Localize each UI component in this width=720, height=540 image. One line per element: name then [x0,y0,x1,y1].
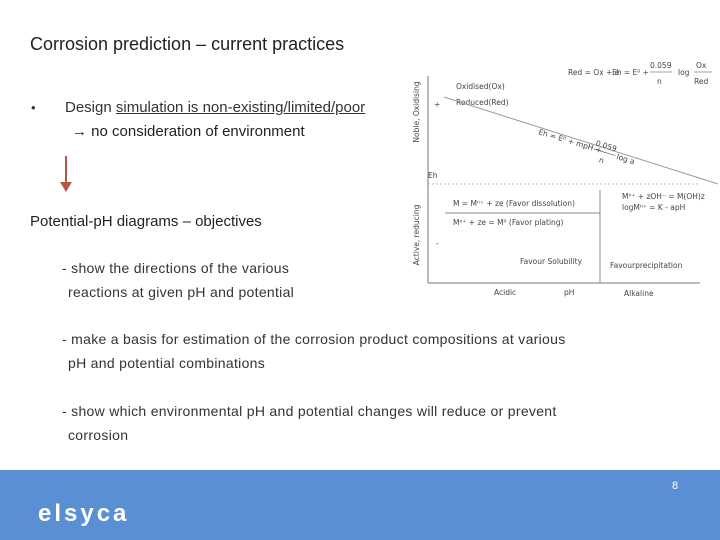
bullet-consequence: → no consideration of environment [72,123,305,140]
bullet-marker: • [31,100,36,115]
fraction-line [593,148,616,156]
slope-equation: Eh = E⁰ + mpH + 0.059 n log a [537,127,636,166]
favour-solubility: Favour Solubility [520,257,583,266]
footer-logo: elsyca [38,500,130,527]
nernst-log: log [678,68,690,77]
acidic-label: Acidic [494,288,516,297]
hydroxide-eq: Mⁿ⁺ + zOH⁻ = M(OH)z [622,192,705,201]
ph-label: pH [564,288,574,297]
bullet-text: Design simulation is non-existing/limite… [65,99,365,116]
arrow-head [60,182,72,192]
favour-precipitation: Favourprecipitation [610,261,683,270]
objective-line: - show the directions of the various [62,260,290,276]
section-heading: Potential-pH diagrams – objectives [30,213,262,230]
dissolution-eq: M = Mⁿ⁺ + ze (Favor dissolution) [453,199,575,208]
slope-log: log a [616,152,636,166]
alkaline-label: Alkaline [624,289,654,298]
axis-noble: Noble, Oxidising [412,81,421,142]
plating-eq: Mⁿ⁺ + ze = M⁰ (Favor plating) [453,218,564,227]
slope-den: n [598,155,605,165]
axis-active: Active, reducing [412,204,421,265]
solubility-eq: logMⁿ⁺ = K - apH [622,203,685,212]
bullet-plain: Design [65,99,112,116]
nernst-num: 0.059 [650,61,672,70]
slide-title: Corrosion prediction – current practices [30,34,345,54]
reaction: Red = Ox + e [568,68,620,77]
eh-label: Eh [428,171,438,180]
redox-line [443,96,719,185]
bullet-underlined: simulation is non-existing/limited/poor [115,99,366,116]
objective-line: reactions at given pH and potential [68,284,295,300]
footer-bar: elsyca 8 [0,470,720,540]
minus-sign: - [436,239,439,248]
objective-line: - show which environmental pH and potent… [62,403,557,419]
plus-sign: + [434,100,440,109]
nernst-ox: Ox [696,61,707,70]
nernst-red: Red [694,77,708,86]
nernst-left: Eh = E⁰ + [612,68,649,77]
page-number: 8 [672,480,679,492]
slope-left: Eh = E⁰ + mpH + [537,127,602,155]
reduced-label: Reduced(Red) [456,98,509,107]
oxidised-label: Oxidised(Ox) [456,82,505,91]
objective-line: pH and potential combinations [68,355,266,371]
objective-line: - make a basis for estimation of the cor… [62,331,566,347]
objective-line: corrosion [68,427,129,443]
nernst-den: n [657,77,662,86]
pourbaix-diagram: Red = Ox + e Eh = E⁰ + 0.059 n log Ox Re… [412,61,719,298]
